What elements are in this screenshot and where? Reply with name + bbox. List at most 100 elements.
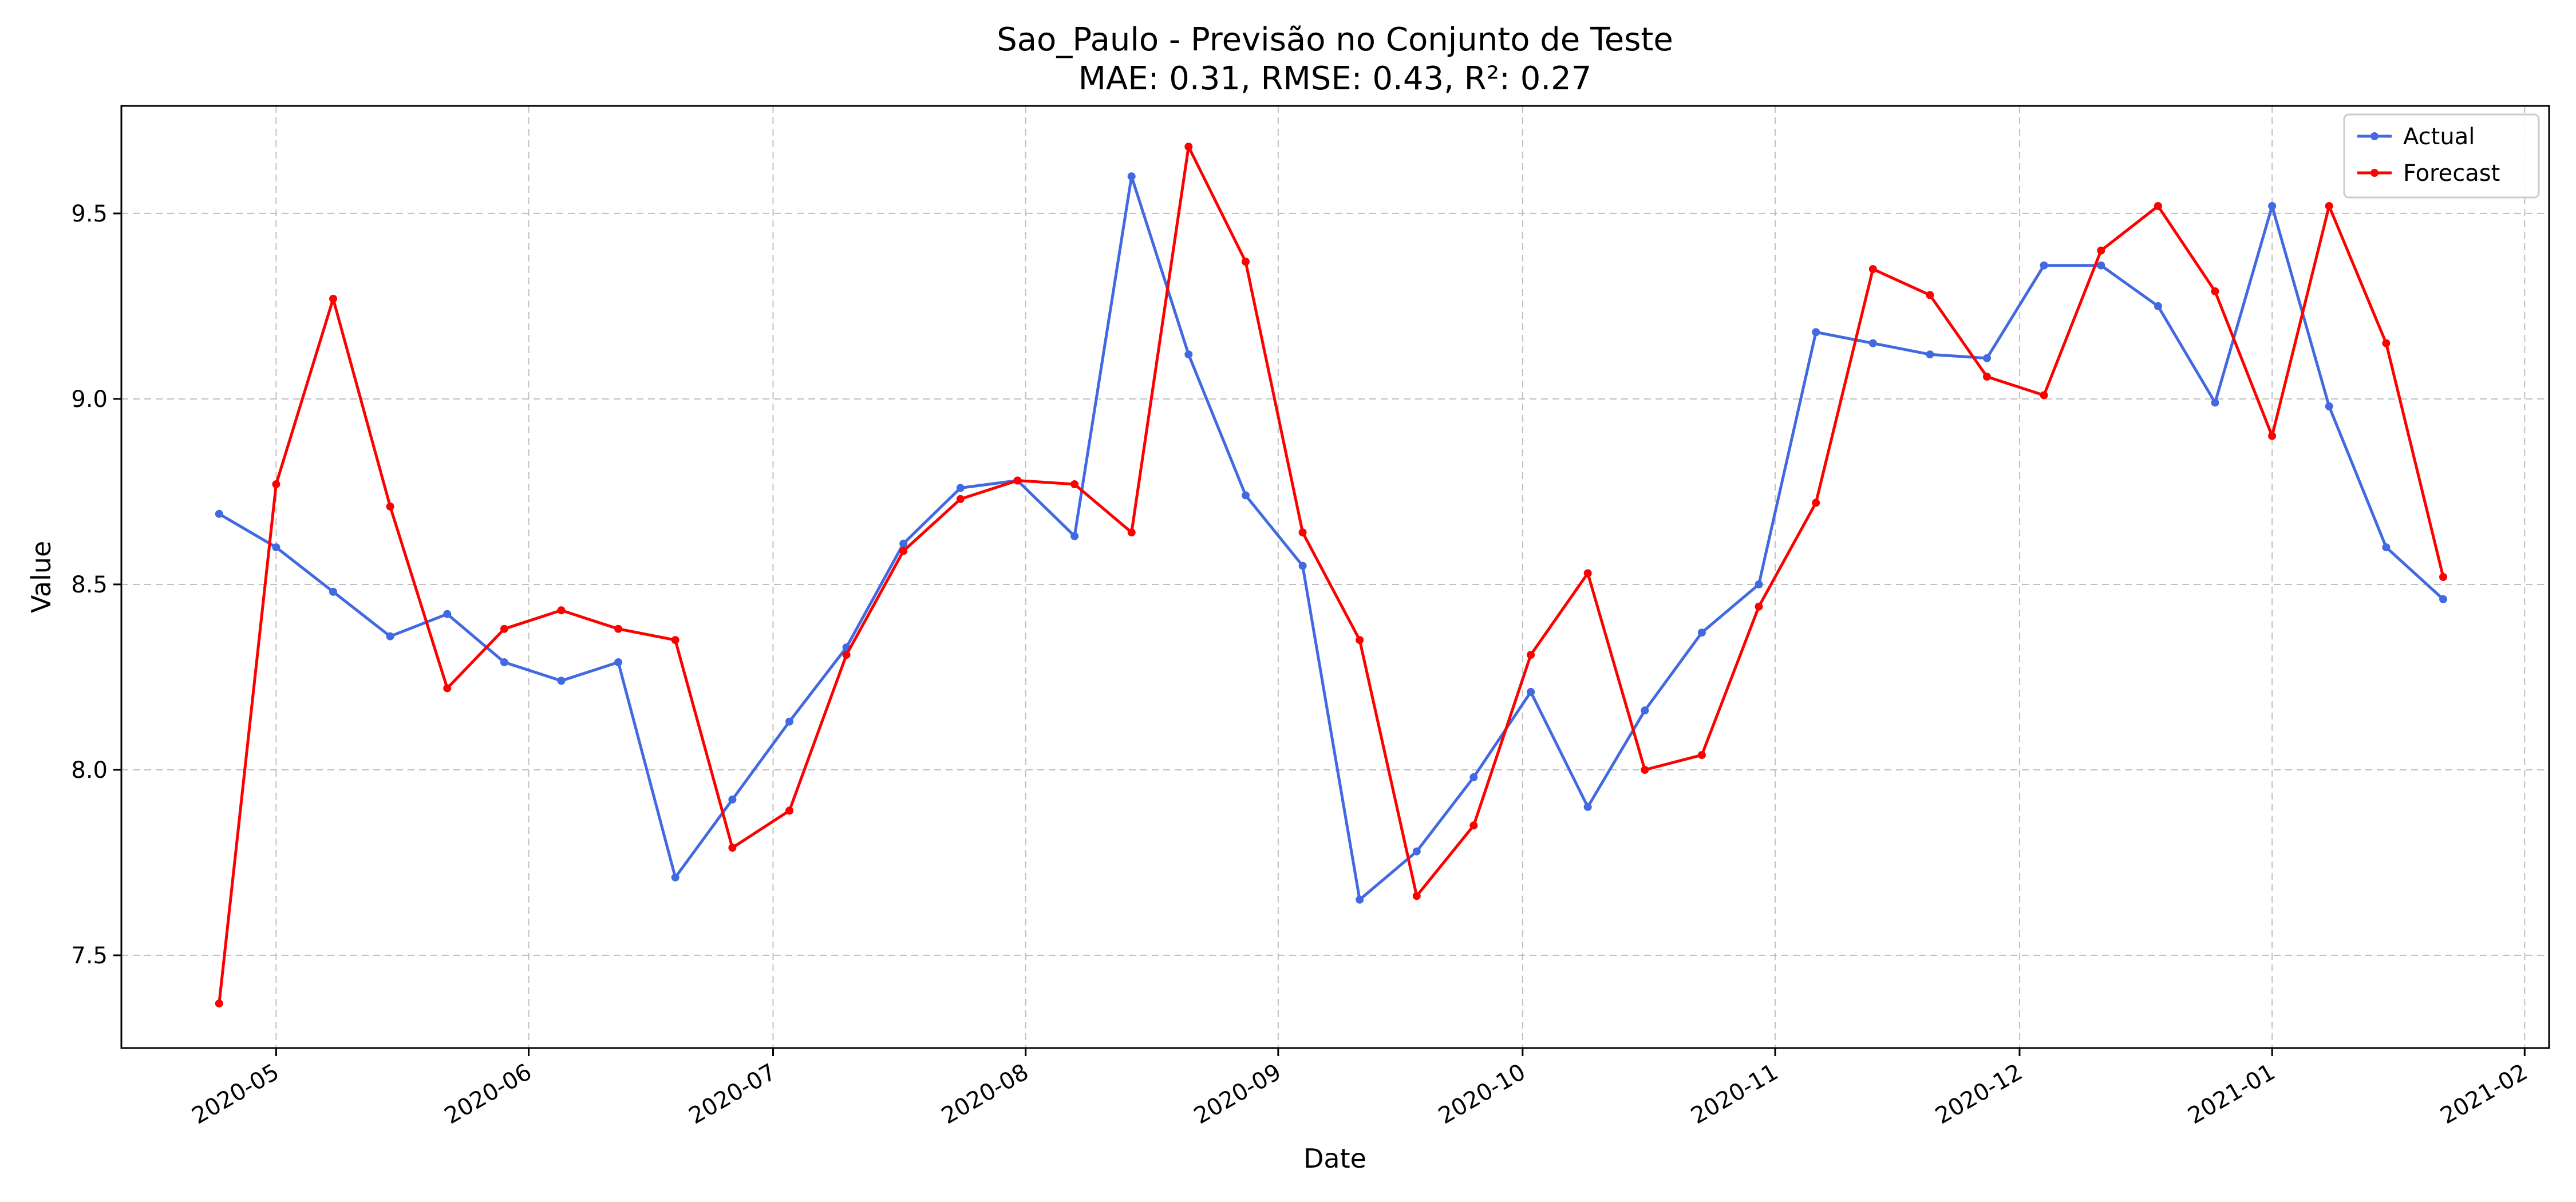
x-tick-label: 2021-01 [2183, 1059, 2279, 1129]
data-point-actual [899, 539, 908, 548]
data-point-forecast [1983, 373, 1991, 381]
y-tick-label: 9.5 [71, 201, 108, 227]
x-tick-label: 2020-09 [1190, 1059, 1286, 1129]
data-point-forecast [1812, 499, 1820, 507]
data-point-actual [500, 658, 508, 666]
data-point-forecast [500, 624, 508, 633]
data-point-actual [956, 484, 965, 492]
data-point-forecast [2439, 573, 2447, 581]
data-point-actual [1469, 773, 1478, 781]
data-point-forecast [215, 999, 223, 1008]
legend-label-forecast: Forecast [2403, 160, 2500, 187]
data-point-forecast [557, 606, 566, 615]
data-point-forecast [1697, 751, 1706, 760]
x-tick-label: 2020-11 [1686, 1059, 1783, 1129]
data-point-forecast [671, 636, 679, 645]
data-point-forecast [272, 480, 280, 488]
data-point-actual [1697, 628, 1706, 637]
series-line-actual [218, 175, 2444, 902]
legend: Actual Forecast [2343, 113, 2540, 199]
data-point-forecast [2040, 391, 2048, 400]
data-point-actual [2268, 202, 2277, 210]
y-tick-label: 7.5 [71, 943, 108, 969]
data-point-actual [2382, 543, 2391, 552]
data-point-forecast [2154, 202, 2162, 210]
data-point-forecast [2382, 339, 2391, 347]
data-point-actual [215, 509, 223, 518]
y-axis-label: Value [26, 541, 57, 613]
data-point-forecast [1755, 602, 1763, 611]
data-point-actual [1356, 895, 1364, 904]
data-point-forecast [443, 684, 452, 693]
grid [121, 106, 2549, 1048]
x-tick-label: 2020-05 [188, 1059, 284, 1129]
data-point-forecast [1469, 821, 1478, 830]
data-point-forecast [1356, 636, 1364, 645]
data-point-actual [1983, 354, 1991, 362]
data-point-actual [386, 632, 394, 640]
data-point-actual [443, 610, 452, 618]
data-point-forecast [1242, 258, 1250, 266]
legend-marker-forecast [2370, 169, 2379, 177]
data-point-actual [272, 543, 280, 552]
data-point-actual [1127, 172, 1136, 181]
data-point-actual [1641, 706, 1649, 715]
x-tick-label: 2020-08 [937, 1059, 1033, 1129]
data-point-forecast [956, 495, 965, 503]
data-point-forecast [1641, 766, 1649, 774]
legend-box [2343, 113, 2540, 199]
data-point-forecast [386, 502, 394, 511]
data-point-forecast [2211, 287, 2219, 295]
data-point-actual [1242, 491, 1250, 500]
data-point-forecast [785, 806, 793, 815]
data-point-actual [329, 587, 337, 596]
data-point-actual [1583, 802, 1592, 811]
data-point-forecast [2325, 202, 2333, 210]
data-point-actual [614, 658, 623, 666]
data-point-actual [2439, 595, 2447, 603]
data-point-actual [728, 795, 737, 804]
data-point-forecast [2268, 432, 2277, 440]
x-tick-label: 2020-06 [440, 1059, 536, 1129]
data-point-forecast [1298, 528, 1307, 537]
series-line-forecast [218, 145, 2445, 1004]
data-point-actual [671, 873, 679, 881]
data-point-forecast [2097, 246, 2105, 255]
legend-label-actual: Actual [2403, 124, 2475, 150]
data-point-actual [2154, 302, 2162, 310]
data-point-actual [1527, 687, 1535, 696]
data-point-actual [2325, 402, 2333, 410]
x-axis: 2020-05 2020-06 2020-07 2020-08 2020-09 2020-… [188, 1048, 2532, 1129]
data-point-forecast [728, 844, 737, 852]
plot-frame [120, 105, 2550, 1049]
y-axis: 7.5 8.0 8.5 9.0 9.5 [71, 201, 121, 969]
chart-title: Sao_Paulo - Previsão no Conjunto de Test… [997, 21, 1673, 58]
data-point-forecast [842, 651, 851, 659]
data-point-actual [1412, 847, 1421, 856]
chart-subtitle: MAE: 0.31, RMSE: 0.43, R²: 0.27 [1078, 60, 1592, 97]
y-tick-label: 8.0 [71, 757, 108, 784]
y-tick-label: 8.5 [71, 572, 108, 598]
x-tick-label: 2020-10 [1434, 1059, 1530, 1129]
legend-marker-actual [2370, 132, 2379, 140]
data-point-actual [1755, 580, 1763, 588]
series-layer [215, 143, 2447, 1008]
data-point-actual [2097, 261, 2105, 270]
data-point-forecast [614, 624, 623, 633]
x-tick-label: 2021-02 [2436, 1059, 2532, 1129]
data-point-forecast [1070, 480, 1079, 488]
data-point-forecast [1583, 569, 1592, 578]
data-point-forecast [1868, 265, 1877, 274]
data-point-forecast [899, 547, 908, 555]
x-tick-label: 2020-12 [1931, 1059, 2027, 1129]
x-tick-label: 2020-07 [685, 1059, 781, 1129]
data-point-forecast [1127, 528, 1136, 537]
data-point-actual [2040, 261, 2048, 270]
data-point-forecast [1412, 892, 1421, 900]
x-axis-label: Date [1303, 1143, 1366, 1174]
y-tick-label: 9.0 [71, 386, 108, 413]
data-point-actual [1812, 328, 1820, 337]
data-point-actual [1070, 532, 1079, 540]
data-point-actual [785, 717, 793, 726]
